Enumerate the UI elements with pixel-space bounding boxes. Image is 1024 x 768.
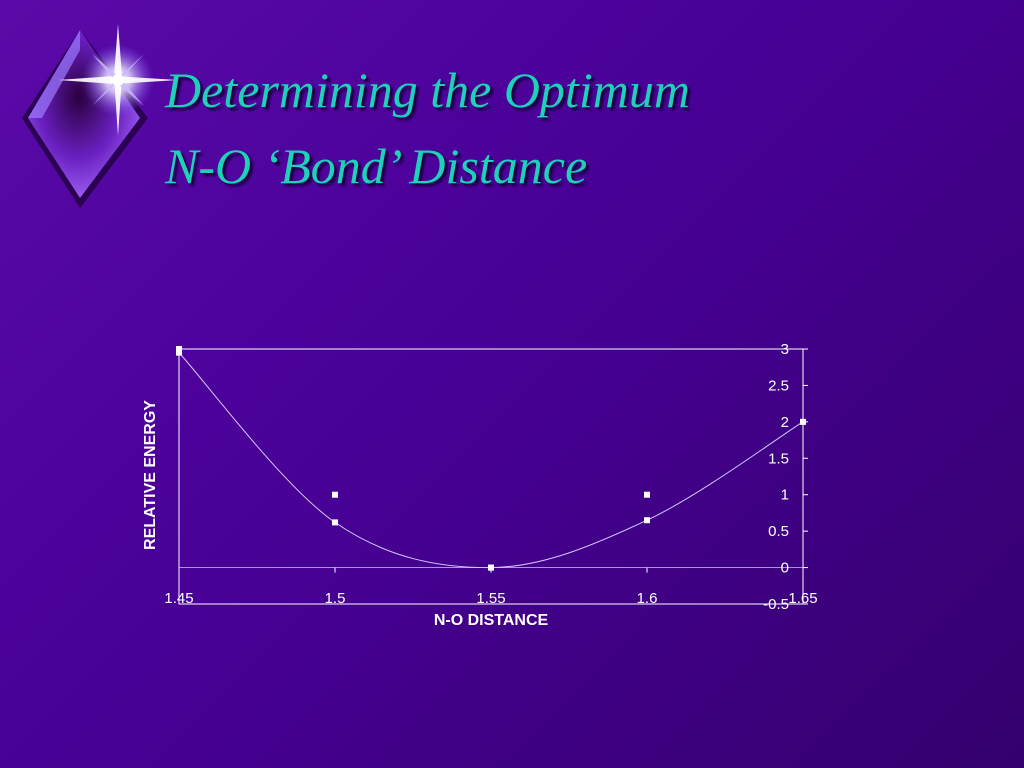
data-point <box>176 349 182 356</box>
y-tick-label: 1 <box>781 487 789 504</box>
data-point <box>488 564 494 571</box>
data-point <box>332 491 338 498</box>
y-tick-label: 1.5 <box>768 450 789 467</box>
x-tick-label: 1.65 <box>788 590 817 607</box>
x-tick-label: 1.6 <box>637 590 658 607</box>
y-tick-label: 3 <box>781 341 789 358</box>
x-tick-label: 1.5 <box>325 590 346 607</box>
slide-title-line-2: N-O ‘Bond’ Distance <box>165 138 588 194</box>
y-tick-label: 0.5 <box>768 523 789 540</box>
star-diamond-icon <box>22 24 178 208</box>
data-point <box>644 517 650 524</box>
data-point <box>332 519 338 526</box>
fit-curve-line <box>178 352 804 569</box>
data-point <box>176 346 182 352</box>
y-axis-title: RELATIVE ENERGY <box>142 400 159 550</box>
slide-title-line-1: Determining the Optimum <box>165 62 690 118</box>
y-tick-label: 0 <box>781 560 789 577</box>
y-tick-label: 2 <box>781 414 789 431</box>
x-axis-title: N-O DISTANCE <box>434 612 549 629</box>
y-tick-label: 2.5 <box>768 377 789 394</box>
y-tick-label: -0.5 <box>763 596 789 613</box>
plot-frame <box>178 348 804 605</box>
x-tick-label: 1.55 <box>476 590 505 607</box>
x-tick-label: 1.45 <box>164 590 193 607</box>
data-point <box>800 418 806 425</box>
data-point <box>644 491 650 498</box>
